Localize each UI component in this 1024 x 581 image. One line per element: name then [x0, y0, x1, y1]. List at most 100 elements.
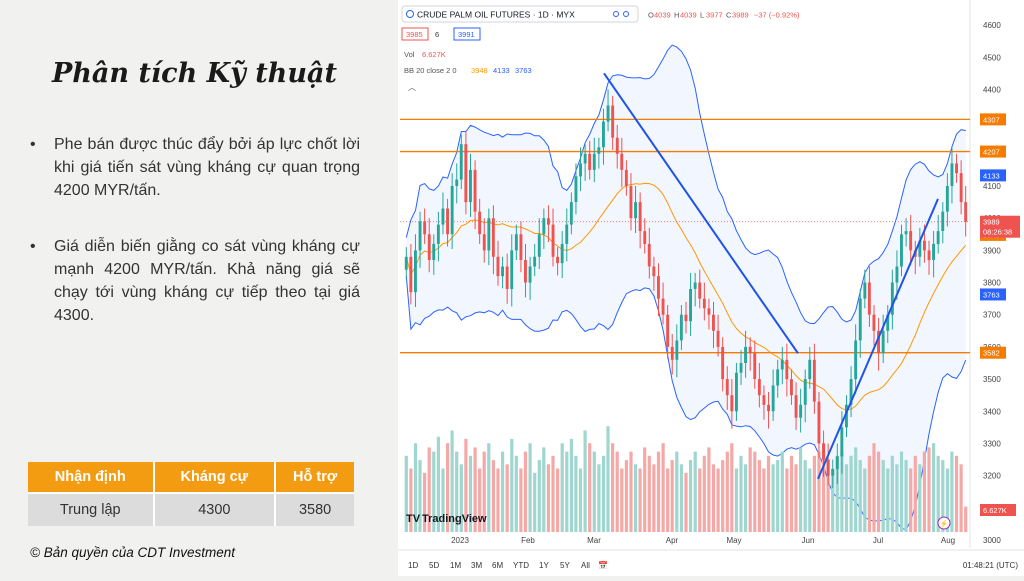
- candle-body: [744, 346, 747, 363]
- bid-price[interactable]: 3985: [406, 30, 423, 39]
- candle-body: [423, 221, 427, 235]
- candle-body: [955, 163, 958, 174]
- volume-bar: [716, 468, 720, 532]
- trend-line[interactable]: [603, 72, 799, 354]
- candle-body: [583, 153, 587, 164]
- volume-bar: [927, 447, 931, 532]
- volume-bar: [565, 451, 569, 532]
- bullet-dot: •: [30, 136, 36, 153]
- collapse-icon[interactable]: ︿: [408, 83, 416, 92]
- volume-bar: [822, 443, 826, 532]
- volume-bar: [964, 506, 968, 532]
- volume-bar: [409, 468, 413, 532]
- range-button[interactable]: 1D: [408, 561, 418, 570]
- table-header: Hỗ trợ: [275, 462, 354, 493]
- candle-body: [675, 340, 679, 360]
- candle-body: [808, 359, 812, 380]
- candle-body: [927, 250, 931, 261]
- page-title: Phân tích Kỹ thuật: [52, 58, 337, 89]
- volume-bar: [826, 460, 830, 532]
- candle-body: [698, 282, 702, 299]
- table-row: Trung lập 4300 3580: [28, 492, 354, 526]
- range-button[interactable]: YTD: [513, 561, 529, 570]
- volume-bar: [647, 455, 651, 532]
- candle-body: [652, 266, 656, 277]
- volume-bar: [835, 455, 839, 532]
- range-button[interactable]: 5Y: [560, 561, 570, 570]
- calendar-icon[interactable]: 📅: [598, 560, 608, 570]
- volume-bar: [913, 455, 917, 532]
- candle-body: [735, 372, 738, 412]
- candle-body: [528, 266, 532, 283]
- trend-line[interactable]: [817, 198, 939, 480]
- candle-body: [712, 314, 715, 331]
- lightning-icon[interactable]: [937, 516, 951, 530]
- candle-body: [707, 308, 711, 315]
- table-header: Nhận định: [28, 462, 155, 493]
- ohlc-label: L: [700, 11, 704, 20]
- price-tag: [980, 288, 1006, 301]
- range-button[interactable]: 5D: [429, 561, 439, 570]
- candle-body: [826, 459, 830, 476]
- price-tag-label: 3582: [983, 349, 1000, 358]
- bb-legend-value: 3948: [471, 66, 488, 75]
- candle-body: [404, 256, 408, 270]
- candle-body: [473, 169, 477, 212]
- volume-bar: [831, 468, 835, 532]
- ask-price[interactable]: 3991: [458, 30, 475, 39]
- volume-bar: [849, 455, 853, 532]
- volume-bar: [441, 468, 445, 532]
- price-tag: [980, 145, 1006, 158]
- volume-bar: [574, 455, 578, 532]
- candle-body: [854, 340, 858, 380]
- volume-bar: [643, 447, 647, 532]
- candle-body: [638, 202, 642, 232]
- volume-bar: [890, 455, 894, 532]
- table-cell: Trung lập: [28, 492, 155, 526]
- lightning-glyph: ⚡: [940, 519, 949, 528]
- volume-bar: [945, 468, 949, 532]
- volume-bar: [858, 460, 862, 532]
- range-button[interactable]: 3M: [471, 561, 482, 570]
- eye-icon[interactable]: [613, 11, 619, 17]
- chart-panel[interactable]: 3000310032003300340035003600370038003900…: [398, 0, 1024, 576]
- volume-bar: [450, 430, 454, 532]
- range-button[interactable]: 1Y: [539, 561, 549, 570]
- candle-body: [679, 314, 683, 341]
- candle-body: [890, 282, 894, 315]
- candle-body: [936, 231, 940, 244]
- range-button[interactable]: All: [581, 561, 590, 570]
- volume-bar: [753, 451, 757, 532]
- last-price-label: 3989: [983, 218, 1000, 227]
- x-tick-label: Mar: [587, 536, 601, 545]
- candle-body: [666, 314, 670, 347]
- price-axis: [970, 0, 1024, 548]
- time-label: 01:48:21 (UTC): [963, 561, 1018, 570]
- candle-body: [427, 234, 431, 260]
- range-button[interactable]: 1M: [450, 561, 461, 570]
- price-chart[interactable]: 3000310032003300340035003600370038003900…: [398, 0, 1024, 576]
- candle-body: [964, 202, 968, 222]
- range-button[interactable]: 6M: [492, 561, 503, 570]
- candle-body: [537, 234, 541, 257]
- candle-body: [767, 404, 770, 412]
- symbol-title[interactable]: CRUDE PALM OIL FUTURES · 1D · MYX: [417, 10, 575, 20]
- candle-body: [615, 137, 619, 154]
- candle-body: [634, 202, 637, 219]
- price-tag: [980, 113, 1006, 126]
- volume-bar: [693, 451, 697, 532]
- candle-body: [822, 443, 825, 460]
- candle-body: [547, 218, 550, 225]
- candle-body: [959, 173, 963, 203]
- volume-bar: [725, 451, 729, 532]
- spread-value: 6: [435, 30, 439, 39]
- ask-box[interactable]: [453, 27, 481, 41]
- symbol-box[interactable]: [401, 5, 639, 23]
- candle-body: [565, 224, 569, 244]
- candle-body: [716, 330, 720, 347]
- bid-box[interactable]: [401, 27, 429, 41]
- settings-icon[interactable]: [623, 11, 629, 17]
- candle-body: [812, 359, 816, 402]
- price-tag-label: 4207: [983, 148, 1000, 157]
- bb-legend-label: BB 20 close 2 0: [404, 66, 457, 75]
